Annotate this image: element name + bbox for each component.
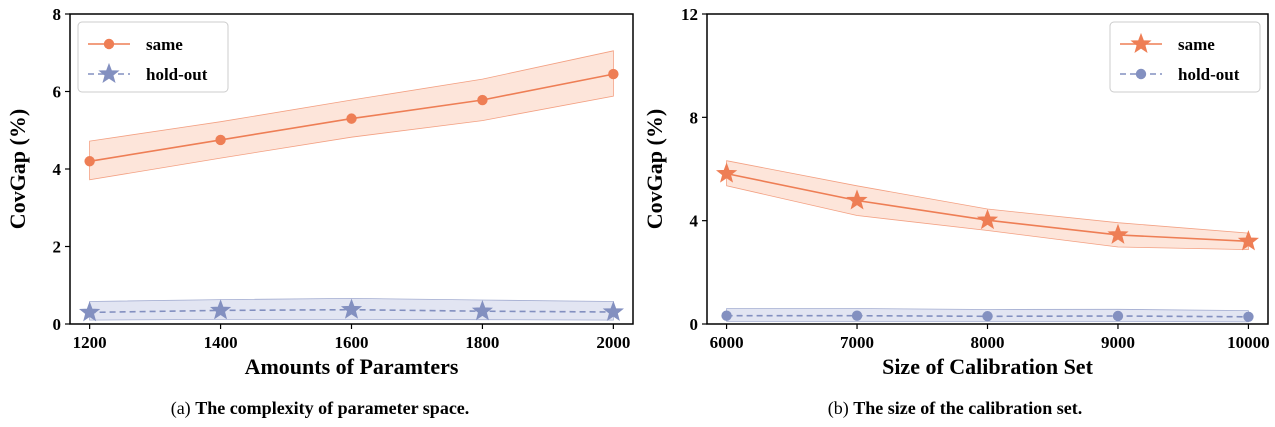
chart-b-point-same xyxy=(846,189,868,210)
chart-a-legend-marker-same xyxy=(103,38,115,50)
chart-a-xtick-label: 2000 xyxy=(596,333,630,352)
chart-a-legend-label-same: same xyxy=(146,35,183,54)
chart-b: 6000 7000 8000 9000 10000 0 4 8 12 Size of Calibr… xyxy=(642,5,1270,379)
chart-a-xtick-label: 1600 xyxy=(335,333,369,352)
chart-b-xtick-label: 8000 xyxy=(971,333,1005,352)
chart-b-point-same xyxy=(1107,223,1129,244)
chart-a-ytick-label: 2 xyxy=(53,238,62,257)
chart-a: 1200 1400 1600 1800 2000 0 2 4 6 8 Amounts of Para… xyxy=(5,5,634,379)
caption-b-text: The size of the calibration set. xyxy=(853,398,1083,418)
chart-a-xtick-label: 1400 xyxy=(204,333,238,352)
chart-a-xlabel: Amounts of Paramters xyxy=(245,354,459,379)
chart-a-point-same xyxy=(477,94,488,106)
chart-a-point-hold-out xyxy=(340,298,363,319)
chart-a-ytick-label: 8 xyxy=(53,5,62,24)
chart-b-point-same xyxy=(1237,230,1259,251)
caption-b: (b) The size of the calibration set. xyxy=(828,398,1082,419)
chart-a-point-same xyxy=(608,68,619,80)
chart-a-point-hold-out xyxy=(210,299,232,320)
chart-b-point-hold-out xyxy=(982,311,993,322)
chart-b-ylabel: CovGap (%) xyxy=(642,109,667,229)
chart-a-ytick-label: 6 xyxy=(53,83,62,102)
chart-b-legend-label-hold-out: hold-out xyxy=(1178,65,1240,84)
chart-b-ytick-label: 4 xyxy=(690,212,699,231)
caption-a: (a) The complexity of parameter space. xyxy=(171,398,470,419)
chart-b-xlabel: Size of Calibration Set xyxy=(882,354,1093,379)
caption-b-prefix: (b) xyxy=(827,398,849,418)
chart-b-ytick-label: 12 xyxy=(681,5,698,24)
chart-b-point-hold-out xyxy=(721,310,732,321)
chart-a-legend-box xyxy=(77,21,229,93)
chart-a-ytick-label: 4 xyxy=(53,160,62,179)
chart-a-point-same xyxy=(84,156,95,167)
chart-a-point-hold-out xyxy=(471,300,493,321)
chart-a-xtick-label: 1800 xyxy=(465,333,499,352)
chart-a-legend: same hold-out xyxy=(77,21,229,93)
chart-a-legend-label-hold-out: hold-out xyxy=(146,65,208,84)
chart-b-legend-label-same: same xyxy=(1178,35,1215,54)
chart-b-point-hold-out xyxy=(1243,311,1254,322)
chart-a-ytick-label: 0 xyxy=(53,315,62,334)
chart-b-xtick-label: 7000 xyxy=(840,333,874,352)
chart-a-point-hold-out xyxy=(79,301,101,322)
chart-b-point-hold-out xyxy=(1112,310,1124,322)
chart-a-point-same xyxy=(215,134,226,146)
chart-b-xtick-label: 6000 xyxy=(710,333,744,352)
chart-b-legend: same hold-out xyxy=(1109,21,1261,93)
chart-b-point-hold-out xyxy=(851,310,863,321)
figure: 1200 1400 1600 1800 2000 0 2 4 6 8 Amounts of Para… xyxy=(5,5,1270,379)
chart-b-legend-marker-hold-out xyxy=(1135,68,1147,80)
chart-b-xtick-label: 10000 xyxy=(1227,333,1270,352)
chart-a-ylabel: CovGap (%) xyxy=(5,109,30,229)
chart-b-ytick-label: 0 xyxy=(690,315,699,334)
chart-a-point-same xyxy=(346,113,357,124)
caption-a-prefix: (a) xyxy=(170,398,191,418)
chart-b-point-same xyxy=(976,209,999,230)
chart-b-legend-marker-same xyxy=(1130,32,1152,54)
caption-a-text: The complexity of parameter space. xyxy=(195,398,470,418)
chart-a-xtick-label: 1200 xyxy=(73,333,107,352)
chart-b-ytick-label: 8 xyxy=(690,108,699,127)
chart-b-legend-box xyxy=(1109,21,1261,93)
chart-b-band-same xyxy=(726,160,1249,251)
chart-a-point-hold-out xyxy=(602,300,624,322)
chart-a-legend-marker-hold-out xyxy=(98,62,120,84)
chart-b-point-same xyxy=(715,162,738,183)
chart-b-xtick-label: 9000 xyxy=(1101,333,1135,352)
